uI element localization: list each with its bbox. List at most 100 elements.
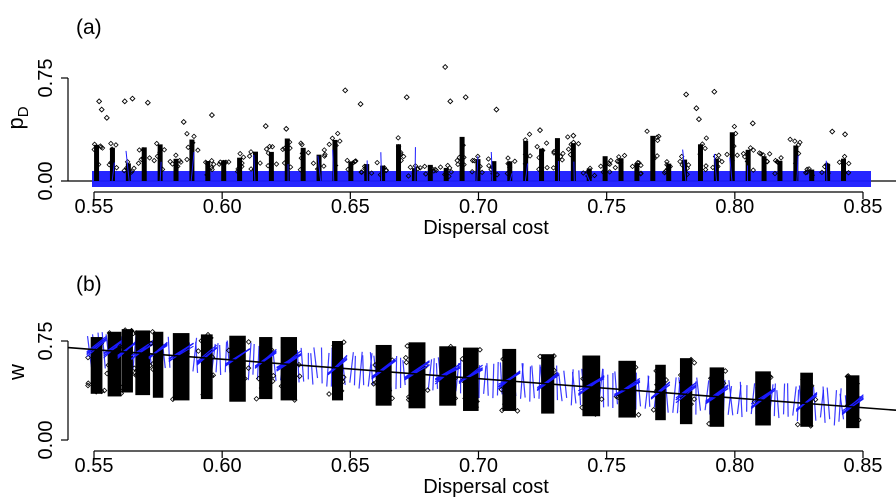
panel-a-cluster xyxy=(825,163,831,181)
panel-a-point xyxy=(208,157,215,164)
panel-b-blue-stroke xyxy=(696,377,702,411)
panel-b-point xyxy=(846,419,853,426)
panel-a-blue-spike xyxy=(713,153,717,182)
panel-b-point xyxy=(424,387,431,394)
panel-b-xtick-label: 0.55 xyxy=(75,455,114,477)
panel-a-cluster xyxy=(411,168,417,181)
panel-b-point xyxy=(547,399,554,405)
panel-a-point xyxy=(661,169,668,176)
panel-a-point xyxy=(121,167,128,174)
panel-a-outlier-point xyxy=(144,99,151,106)
panel-b-blue-stroke xyxy=(614,371,619,405)
panel-a-point xyxy=(792,160,799,166)
panel-b-blue-overlay xyxy=(86,337,107,355)
panel-a-point xyxy=(461,161,467,168)
panel-a-point xyxy=(321,147,328,153)
panel-b-blue-stroke xyxy=(529,366,532,402)
panel-a-point xyxy=(377,171,384,178)
panel-b-point xyxy=(499,407,505,414)
panel-b-point xyxy=(326,391,332,397)
panel-a-point xyxy=(400,153,407,160)
panel-a-point xyxy=(433,167,439,174)
panel-b-point xyxy=(463,379,469,386)
panel-a-point xyxy=(775,160,782,166)
panel-b-blue-overlay xyxy=(254,351,277,368)
panel-b-point xyxy=(289,375,296,381)
panel-b-point xyxy=(266,378,273,385)
panel-a-point xyxy=(305,149,312,156)
panel-a-point xyxy=(505,160,511,167)
panel-a-cluster xyxy=(459,136,465,181)
panel-a-point xyxy=(195,147,201,153)
panel-b-blue-stroke xyxy=(792,386,797,416)
panel-a-outlier-point xyxy=(570,132,577,139)
panel-a-point xyxy=(332,162,339,169)
panel-b-point xyxy=(854,380,861,387)
panel-a-point xyxy=(841,169,848,175)
panel-b-blue-overlay xyxy=(795,393,818,411)
panel-a-blue-spike xyxy=(524,163,529,182)
panel-a-point xyxy=(113,164,120,171)
panel-a-label: (a) xyxy=(76,16,102,39)
panel-a-point xyxy=(460,142,466,148)
panel-a-point xyxy=(636,160,642,166)
panel-b-blue-overlay xyxy=(327,354,348,376)
panel-b-point xyxy=(117,343,124,350)
panel-a-point xyxy=(280,146,286,153)
panel-b-point xyxy=(389,395,396,402)
panel-b-trend-line xyxy=(68,346,896,411)
panel-a-point xyxy=(441,171,448,178)
panel-a-cluster xyxy=(761,156,767,181)
panel-a-point xyxy=(544,164,550,171)
panel-b-point xyxy=(210,372,217,379)
panel-b-blue-stroke xyxy=(578,370,582,406)
panel-a-cluster xyxy=(205,160,211,181)
panel-a-point xyxy=(444,162,451,169)
panel-a-y-axis-title: pD xyxy=(3,106,32,129)
panel-a-point xyxy=(772,170,778,177)
panel-a-cluster xyxy=(745,149,751,181)
panel-b-ylabel: w xyxy=(4,364,29,381)
panel-a-point xyxy=(395,135,401,141)
panel-b-point xyxy=(678,379,685,386)
panel-a-point xyxy=(586,174,593,180)
panel-a-point xyxy=(446,165,453,171)
panel-b-column xyxy=(200,334,213,400)
panel-a-point xyxy=(584,169,591,175)
panel-a-outlier-point xyxy=(208,112,215,119)
panel-a-point xyxy=(575,140,582,147)
panel-a-point xyxy=(729,157,735,164)
panel-a-cluster xyxy=(602,156,608,181)
panel-a-point xyxy=(297,167,304,173)
panel-a-cluster xyxy=(697,144,703,181)
panel-b-point xyxy=(500,356,506,362)
panel-b-point xyxy=(852,420,859,427)
panel-b-blue-stroke xyxy=(215,343,219,373)
panel-a-point xyxy=(344,157,350,164)
panel-a-point xyxy=(398,157,404,164)
panel-a-blue-spike xyxy=(380,152,383,182)
panel-b-blue-stroke xyxy=(499,362,503,395)
panel-b-point xyxy=(635,411,642,418)
panel-a-point xyxy=(248,166,254,172)
panel-a-point xyxy=(740,150,747,157)
panel-b-point xyxy=(691,396,698,403)
panel-b-blue-stroke xyxy=(786,383,789,417)
panel-a-point xyxy=(634,159,641,166)
panel-a-point xyxy=(564,134,571,140)
panel-a-point xyxy=(819,169,825,176)
panel-b-blue-stroke xyxy=(326,352,330,387)
panel-b-blue-stroke xyxy=(432,358,435,391)
panel-a-cluster xyxy=(427,164,433,181)
panel-a-point xyxy=(750,147,757,153)
panel-a-point xyxy=(536,154,542,161)
panel-a-point xyxy=(217,159,224,165)
panel-a-blue-spike xyxy=(729,157,733,182)
panel-b-blue-stroke xyxy=(313,347,319,379)
panel-b-point xyxy=(657,408,664,415)
panel-b-point xyxy=(766,373,773,380)
panel-a-point xyxy=(703,135,710,141)
panel-b-blue-overlay xyxy=(148,342,168,360)
panel-a-cluster xyxy=(221,160,227,181)
panel-a: (a) 0.75 0.00 pD 0.55 0.60 0.65 0.70 0.75 0.8… xyxy=(3,16,896,239)
